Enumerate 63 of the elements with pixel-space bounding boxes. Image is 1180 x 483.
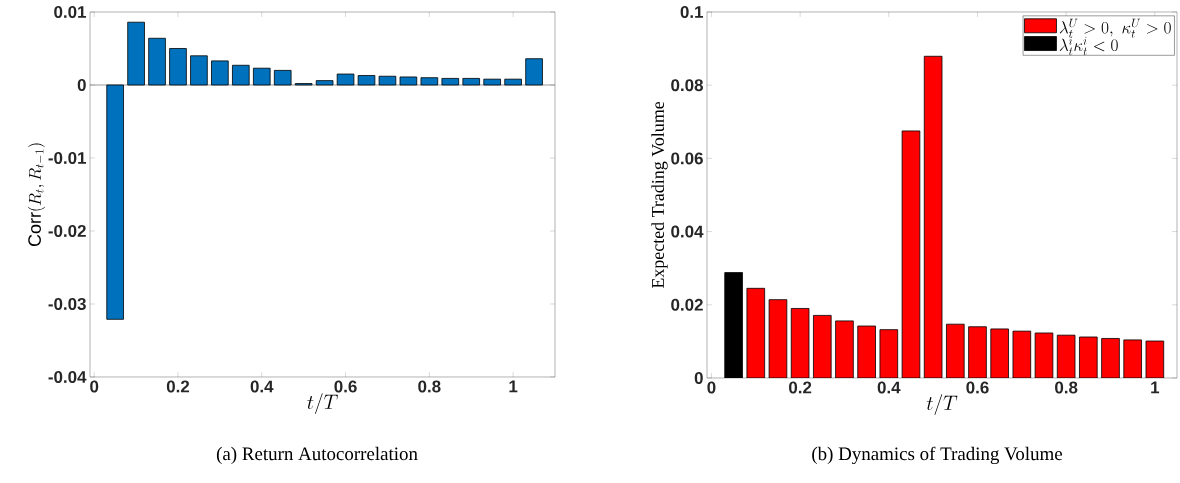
x-tick-label: 0.8 bbox=[1055, 381, 1078, 394]
bar bbox=[946, 324, 965, 378]
x-tick-label: 1 bbox=[509, 380, 518, 393]
bar bbox=[1101, 338, 1120, 378]
x-tick-label: 1 bbox=[1151, 381, 1160, 394]
y-tick-label: -0.04 bbox=[48, 370, 87, 383]
text: (a) Return Autocorrelation bbox=[216, 446, 418, 465]
bar bbox=[252, 67, 271, 86]
bar bbox=[420, 77, 439, 86]
x-tick-label: 0.6 bbox=[966, 381, 989, 394]
bar bbox=[399, 76, 418, 86]
x-tick-label: 0.4 bbox=[250, 380, 274, 393]
bar bbox=[127, 21, 145, 86]
bar bbox=[232, 64, 250, 86]
y-tick-label: 0.04 bbox=[671, 225, 704, 238]
bar bbox=[483, 78, 501, 86]
bar bbox=[462, 78, 481, 86]
y-tick-label: 0.01 bbox=[54, 5, 87, 18]
x-tick-label: 0.2 bbox=[789, 381, 812, 394]
y-tick-label: 0.1 bbox=[680, 5, 704, 18]
bar bbox=[813, 315, 832, 378]
x-tick-label: 0.8 bbox=[418, 380, 441, 393]
bar bbox=[504, 78, 522, 86]
legend-label: $\lambda_t^i\kappa_t^i < 0$ bbox=[1059, 36, 1118, 56]
legend-label: $\lambda_t^U > 0,\ \kappa_t^U > 0$ bbox=[1059, 18, 1171, 38]
bar bbox=[190, 55, 208, 86]
bar bbox=[525, 58, 543, 86]
bar bbox=[211, 60, 229, 86]
bar bbox=[273, 69, 292, 86]
text: (b) Dynamics of Trading Volume bbox=[812, 446, 1063, 465]
bar bbox=[378, 75, 397, 86]
bar bbox=[1123, 339, 1142, 378]
y-tick-label: 0 bbox=[77, 78, 86, 91]
bar bbox=[169, 48, 187, 86]
y-axis-title: Expected Trading Volume bbox=[651, 101, 668, 289]
x-axis-title: $t/T$ bbox=[926, 394, 958, 415]
x-tick-label: 0 bbox=[707, 381, 716, 394]
bar bbox=[148, 37, 166, 86]
y-tick-label: 0.08 bbox=[671, 79, 703, 92]
y-tick-label: 0.02 bbox=[671, 298, 703, 311]
bar bbox=[924, 56, 943, 378]
y-tick-label: 0 bbox=[694, 371, 703, 384]
bar bbox=[724, 272, 743, 378]
bar bbox=[857, 326, 876, 378]
x-tick-label: 0.6 bbox=[334, 380, 357, 393]
bar bbox=[1079, 336, 1098, 378]
x-tick-label: 0.4 bbox=[877, 381, 901, 394]
bar bbox=[441, 78, 460, 86]
bar bbox=[357, 75, 376, 86]
x-tick-label: 0.2 bbox=[166, 380, 190, 393]
bar bbox=[835, 320, 854, 378]
x-tick-label: 0 bbox=[90, 380, 99, 393]
bar bbox=[990, 328, 1009, 378]
y-tick-label: -0.01 bbox=[48, 151, 87, 164]
y-tick-label: 0.06 bbox=[671, 152, 703, 165]
y-tick-label: -0.02 bbox=[48, 224, 86, 237]
x-axis-title: $t/T$ bbox=[307, 393, 338, 414]
bar bbox=[106, 84, 124, 320]
bar bbox=[336, 73, 355, 86]
y-axis-title: $\mathrm{Corr}(R_t, R_{t-1})$ bbox=[27, 143, 46, 247]
y-tick-label: -0.03 bbox=[48, 297, 86, 310]
bar bbox=[315, 80, 334, 86]
bar bbox=[968, 326, 987, 378]
